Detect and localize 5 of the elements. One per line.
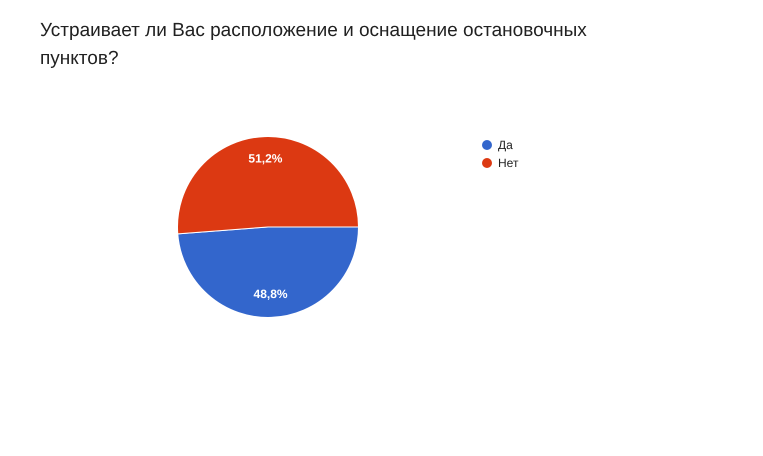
legend-label: Нет — [498, 156, 518, 170]
data-label: 51,2% — [248, 151, 283, 166]
chart-title: Устраивает ли Вас расположение и оснащение остановочных пунктов? — [40, 19, 588, 71]
legend-label: Да — [498, 138, 513, 152]
data-label: 48,8% — [254, 287, 288, 302]
